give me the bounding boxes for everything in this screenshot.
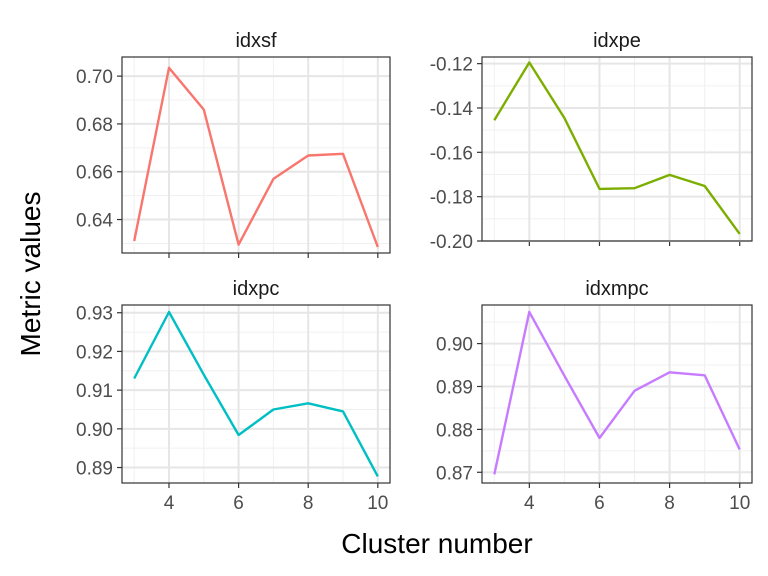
y-tick-label: 0.90 <box>76 420 113 441</box>
panel-title: idxsf <box>235 30 277 52</box>
y-axis-title: Metric values <box>15 192 46 357</box>
series-line-idxsf <box>133 66 379 248</box>
x-tick-label: 4 <box>164 493 175 514</box>
x-tick-label: 10 <box>729 493 750 514</box>
y-tick-label: 0.64 <box>76 211 113 232</box>
panel-background <box>482 305 752 483</box>
panel-title: idxpe <box>593 30 641 52</box>
y-tick-label: 0.90 <box>436 335 473 356</box>
panel-idxsf: 0.64 0.66 0.68 0.70 idxsf <box>76 30 391 258</box>
panel-border <box>481 304 753 484</box>
y-tick-label: 0.91 <box>76 381 113 402</box>
panel-background <box>122 305 390 483</box>
y-tick-label: -0.16 <box>430 143 473 164</box>
y-tick-label: 0.70 <box>76 67 113 88</box>
chart-panels: 0.64 0.66 0.68 0.70 idxsf -0.20 -0.18 -0.16 -0.1… <box>76 30 753 514</box>
x-tick-label: 4 <box>524 493 535 514</box>
x-tick-label: 8 <box>303 493 314 514</box>
series-line-idxpc <box>133 310 379 477</box>
x-axis-title: Cluster number <box>341 528 532 559</box>
y-tick-label: 0.87 <box>436 463 473 484</box>
y-tick-label: 0.68 <box>76 115 113 136</box>
y-tick-label: -0.14 <box>430 99 474 120</box>
panel-title: idxmpc <box>585 278 648 300</box>
panel-border <box>481 56 753 242</box>
y-tick-label: 0.89 <box>436 377 473 398</box>
panel-title: idxpc <box>233 278 280 300</box>
y-tick-label: -0.18 <box>430 188 473 209</box>
y-tick-label: 0.66 <box>76 163 113 184</box>
y-tick-label: -0.12 <box>430 55 473 76</box>
y-tick-label: 0.89 <box>76 459 113 480</box>
series-line-idxpe <box>493 61 741 235</box>
x-tick-label: 8 <box>664 493 675 514</box>
y-tick-label: 0.88 <box>436 420 473 441</box>
y-tick-label: 0.93 <box>76 304 113 325</box>
panel-idxpe: -0.20 -0.18 -0.16 -0.14 -0.12 idxpe <box>430 30 753 253</box>
panel-background <box>482 57 752 241</box>
panel-idxmpc: 4 6 8 10 0.87 0.88 0.89 0.90 idxmpc <box>436 278 753 514</box>
panel-border <box>121 56 391 254</box>
series-line-idxmpc <box>493 310 741 475</box>
y-tick-label: -0.20 <box>430 232 473 253</box>
panel-idxpc: 4 6 8 10 0.89 0.90 0.91 0.92 0.93 idxpc <box>76 278 391 514</box>
x-tick-label: 6 <box>233 493 244 514</box>
x-tick-label: 6 <box>594 493 605 514</box>
panel-border <box>121 304 391 484</box>
x-tick-label: 10 <box>367 493 388 514</box>
y-tick-label: 0.92 <box>76 342 113 363</box>
panel-background <box>122 57 390 253</box>
